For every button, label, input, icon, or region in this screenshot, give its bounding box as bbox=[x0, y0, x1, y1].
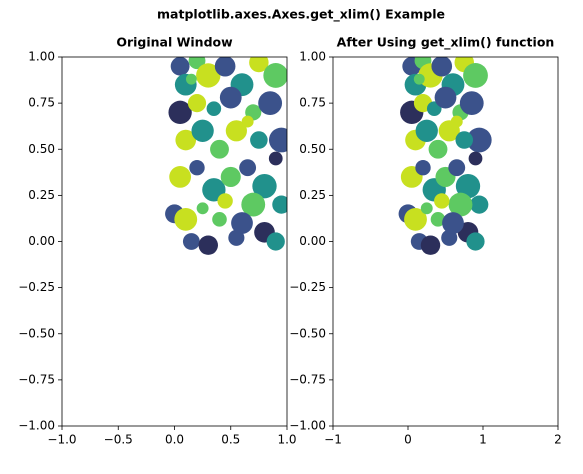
point bbox=[196, 63, 221, 88]
point bbox=[182, 233, 200, 250]
point bbox=[466, 232, 485, 251]
y-tick-label: 0.50 bbox=[299, 142, 326, 156]
x-tick-label: 1 bbox=[479, 433, 487, 447]
point bbox=[241, 115, 254, 128]
y-tick-label: 0.50 bbox=[28, 142, 55, 156]
point bbox=[210, 139, 229, 159]
point bbox=[404, 207, 427, 231]
y-tick-label: −1.00 bbox=[18, 419, 55, 433]
y-tick-label: 1.00 bbox=[299, 50, 326, 64]
point bbox=[250, 131, 268, 149]
point bbox=[170, 57, 190, 76]
x-tick-label: −0.5 bbox=[104, 433, 133, 447]
point bbox=[175, 129, 197, 151]
y-tick-label: 0.25 bbox=[28, 188, 55, 202]
point bbox=[450, 115, 463, 128]
point bbox=[434, 193, 450, 209]
axes-title: Original Window bbox=[116, 35, 233, 50]
point bbox=[459, 91, 484, 116]
point bbox=[448, 159, 466, 177]
point bbox=[266, 232, 285, 251]
figure-title: matplotlib.axes.Axes.get_xlim() Example bbox=[157, 7, 445, 23]
point bbox=[434, 86, 457, 109]
y-tick-label: 0.00 bbox=[28, 234, 55, 248]
y-tick-label: −1.00 bbox=[289, 419, 326, 433]
point bbox=[442, 212, 464, 234]
point bbox=[241, 192, 266, 217]
y-tick-label: −0.25 bbox=[18, 280, 55, 294]
y-tick-label: 0.75 bbox=[299, 96, 326, 110]
point bbox=[174, 207, 198, 231]
x-tick-label: 1.0 bbox=[277, 433, 296, 447]
point bbox=[189, 160, 205, 176]
point bbox=[415, 160, 431, 176]
point bbox=[219, 86, 242, 109]
point bbox=[430, 212, 446, 227]
point bbox=[420, 235, 441, 255]
point bbox=[249, 57, 269, 73]
point bbox=[187, 94, 207, 113]
point bbox=[420, 202, 433, 215]
point bbox=[225, 120, 247, 142]
y-tick-label: 1.00 bbox=[28, 50, 55, 64]
y-tick-label: −0.25 bbox=[289, 280, 326, 294]
point bbox=[258, 91, 283, 116]
point bbox=[413, 73, 425, 85]
x-tick-label: −1.0 bbox=[47, 433, 76, 447]
point bbox=[252, 173, 277, 199]
point bbox=[468, 151, 483, 166]
point bbox=[268, 151, 283, 166]
axes-title: After Using get_xlim() function bbox=[337, 35, 555, 51]
point bbox=[470, 195, 489, 214]
x-tick-label: 0 bbox=[404, 433, 412, 447]
y-tick-label: −0.75 bbox=[18, 372, 55, 386]
point bbox=[463, 63, 488, 88]
y-tick-label: 0.75 bbox=[28, 96, 55, 110]
x-tick-label: 2 bbox=[554, 433, 562, 447]
point bbox=[198, 235, 218, 255]
point bbox=[185, 73, 197, 85]
x-tick-label: −1 bbox=[324, 433, 342, 447]
y-tick-label: −0.50 bbox=[18, 326, 55, 340]
y-tick-label: −0.75 bbox=[289, 372, 326, 386]
x-tick-label: 0.5 bbox=[221, 433, 240, 447]
point bbox=[220, 166, 241, 187]
x-tick-label: 0.0 bbox=[165, 433, 184, 447]
scatter-points bbox=[398, 57, 492, 255]
point bbox=[272, 195, 287, 214]
point bbox=[448, 192, 473, 217]
point bbox=[212, 212, 227, 227]
point bbox=[268, 127, 287, 153]
point bbox=[214, 57, 236, 77]
point bbox=[431, 57, 453, 77]
point bbox=[455, 131, 474, 149]
point bbox=[263, 63, 287, 88]
point bbox=[206, 101, 222, 116]
point bbox=[239, 159, 257, 177]
point bbox=[466, 127, 492, 153]
point bbox=[455, 173, 481, 199]
point bbox=[415, 119, 438, 142]
scatter-points bbox=[165, 57, 287, 255]
y-tick-label: 0.00 bbox=[299, 234, 326, 248]
point bbox=[217, 193, 233, 209]
point bbox=[428, 139, 448, 159]
point bbox=[169, 166, 192, 188]
point bbox=[231, 212, 253, 234]
y-tick-label: 0.25 bbox=[299, 188, 326, 202]
y-tick-label: −0.50 bbox=[289, 326, 326, 340]
point bbox=[196, 202, 209, 215]
point bbox=[191, 119, 214, 142]
point bbox=[168, 100, 192, 125]
